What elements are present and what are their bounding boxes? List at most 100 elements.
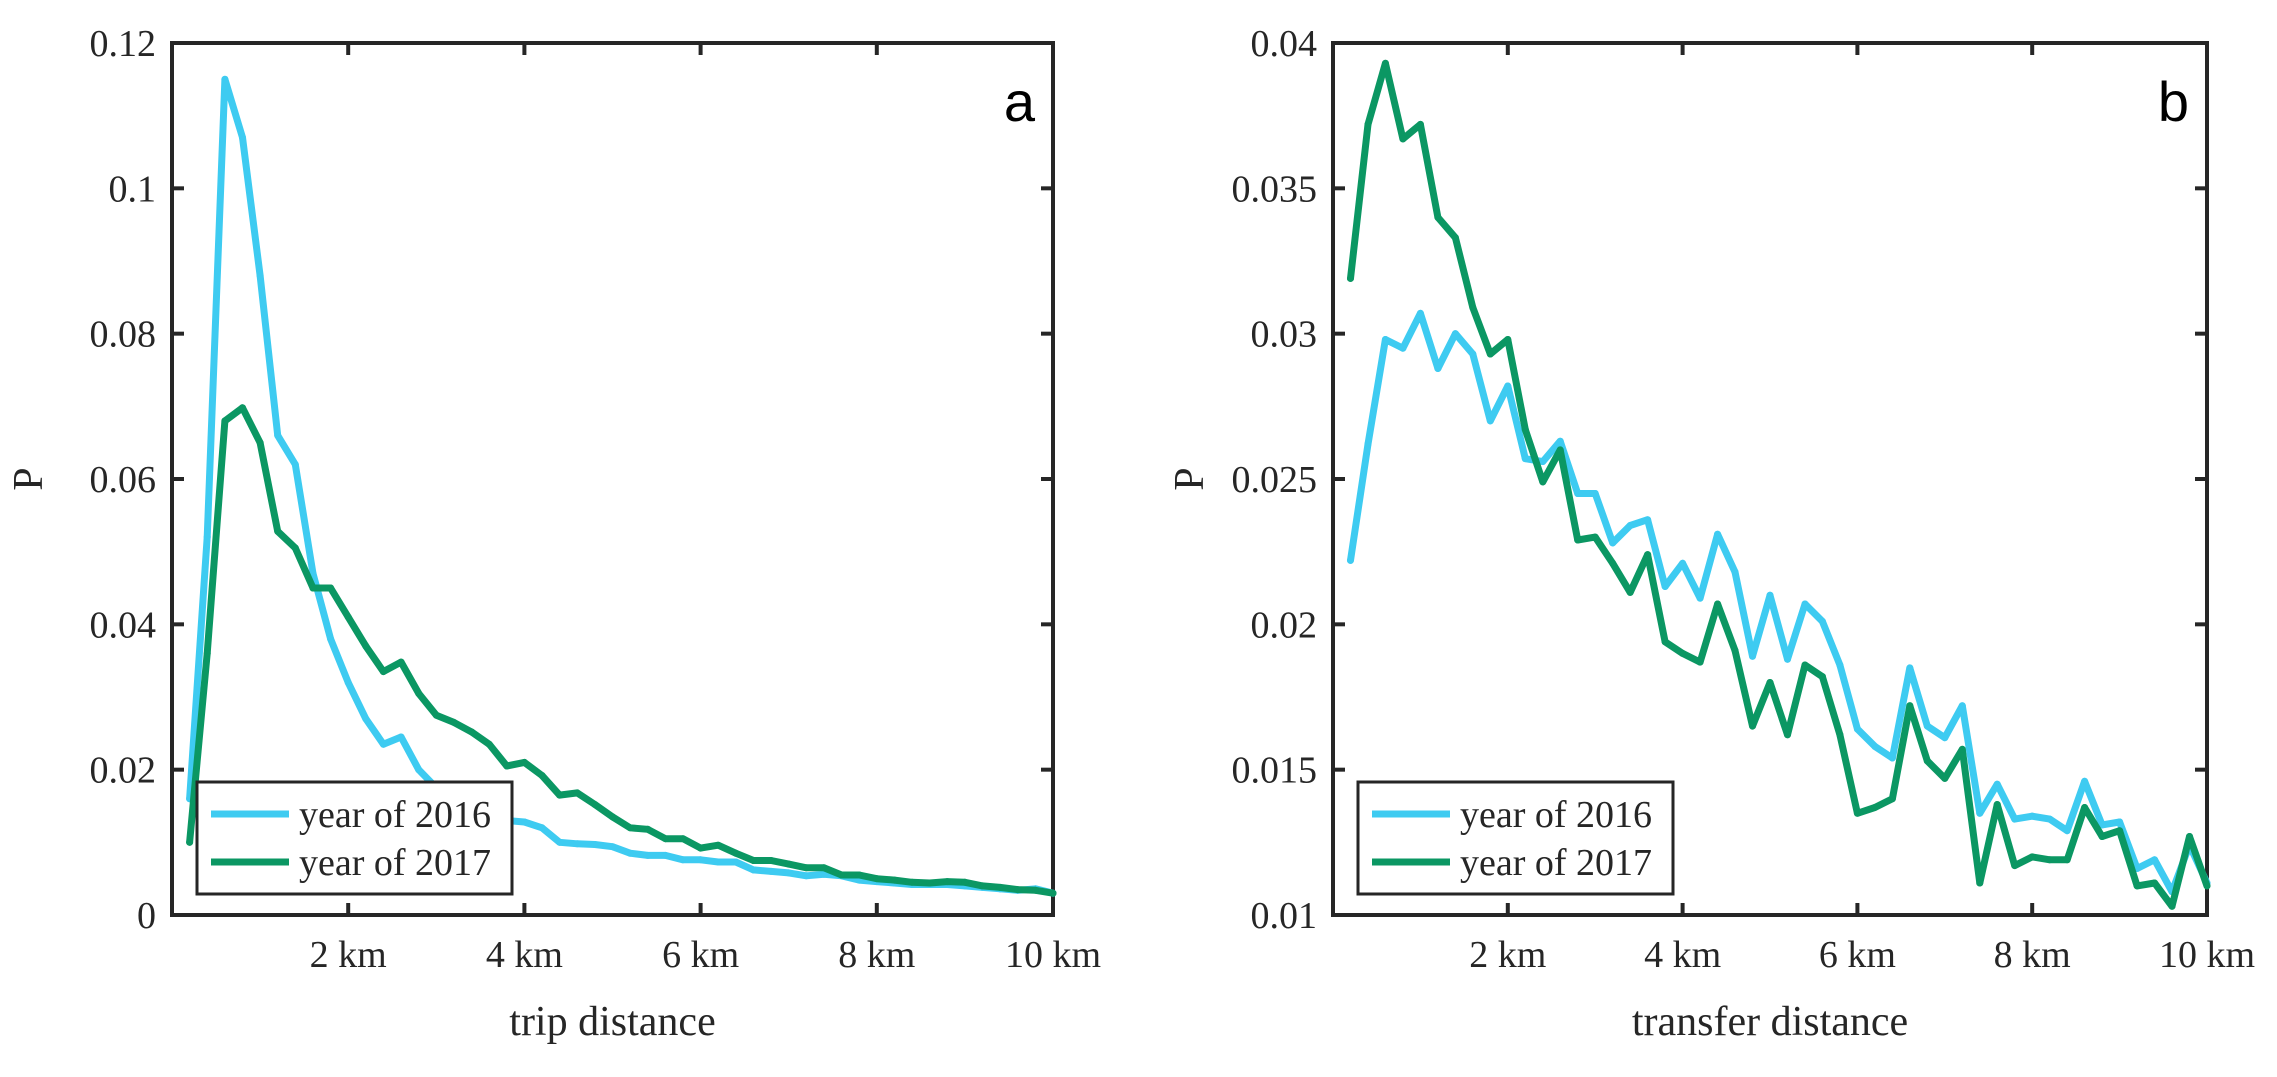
data-point — [644, 825, 652, 833]
data-point — [714, 841, 722, 849]
data-point — [1521, 426, 1529, 434]
data-point — [1923, 757, 1931, 765]
data-point — [327, 635, 335, 643]
data-point — [1871, 803, 1879, 811]
data-point — [2011, 862, 2019, 870]
data-point — [855, 871, 863, 879]
data-point — [2028, 853, 2036, 861]
data-point — [873, 875, 881, 883]
data-point — [362, 642, 370, 650]
data-point — [1486, 417, 1494, 425]
data-point — [1014, 886, 1022, 894]
data-point — [591, 801, 599, 809]
data-point — [1556, 437, 1564, 445]
y-axis-label: P — [1167, 467, 1213, 490]
data-point — [1521, 455, 1529, 463]
data-point — [1434, 365, 1442, 373]
data-point — [1888, 795, 1896, 803]
data-point — [749, 857, 757, 864]
data-point — [1993, 801, 2001, 809]
data-point — [1714, 600, 1722, 608]
series-line-2016 — [186, 75, 1057, 897]
data-point — [274, 431, 282, 439]
data-point — [890, 876, 898, 884]
data-point — [802, 864, 810, 872]
y-tick-label: 0.01 — [1251, 895, 1318, 937]
data-point — [591, 841, 599, 849]
data-point — [1976, 879, 1984, 887]
data-point — [767, 867, 775, 875]
data-point — [503, 762, 511, 770]
x-tick-label: 10 km — [1005, 934, 1101, 976]
data-point — [468, 728, 476, 736]
data-point — [573, 789, 581, 797]
data-point — [1661, 583, 1669, 591]
data-point — [1661, 638, 1669, 646]
data-point — [2098, 833, 2106, 841]
data-point — [397, 658, 405, 666]
data-point — [203, 649, 211, 657]
data-point — [556, 791, 564, 799]
data-point — [1801, 661, 1809, 669]
y-tick-label: 0.08 — [90, 314, 157, 356]
data-point — [362, 715, 370, 723]
panel-label: b — [2158, 70, 2189, 133]
data-point — [661, 851, 669, 859]
data-point — [1679, 649, 1687, 657]
data-point — [415, 766, 423, 774]
data-point — [485, 740, 493, 748]
y-tick-label: 0.02 — [90, 750, 157, 792]
data-point — [2116, 827, 2124, 835]
data-point — [2168, 902, 2176, 910]
data-point — [1539, 478, 1547, 486]
data-point — [2098, 821, 2106, 829]
data-point — [1853, 809, 1861, 817]
data-point — [1364, 120, 1372, 128]
data-point — [661, 835, 669, 843]
data-point — [1626, 522, 1634, 530]
data-point — [1609, 539, 1617, 547]
data-point — [1923, 722, 1931, 730]
legend-box — [1356, 780, 1675, 896]
data-point — [1696, 594, 1704, 602]
data-point — [1731, 646, 1739, 654]
y-axis-label: P — [6, 467, 52, 490]
data-point — [1469, 350, 1477, 358]
data-point — [291, 544, 299, 552]
data-point — [1539, 458, 1547, 466]
data-point — [2151, 879, 2159, 887]
legend-entry: year of 2017 — [299, 842, 491, 884]
data-point — [1731, 568, 1739, 576]
data-point — [344, 613, 352, 621]
data-point — [1679, 559, 1687, 567]
data-point — [2186, 833, 2194, 841]
data-point — [1644, 551, 1652, 559]
y-tick-label: 0.03 — [1251, 314, 1318, 356]
data-point — [1031, 886, 1039, 894]
data-point — [2203, 882, 2211, 890]
y-tick-label: 0.04 — [90, 604, 157, 646]
data-point — [1853, 725, 1861, 733]
data-point — [1364, 440, 1372, 448]
data-point — [2046, 815, 2054, 823]
data-point — [1766, 678, 1774, 686]
data-point — [609, 813, 616, 821]
x-tick-label: 8 km — [838, 934, 915, 976]
data-point — [344, 678, 352, 686]
data-point — [2046, 856, 2054, 864]
data-point — [1801, 600, 1809, 608]
data-point — [1626, 588, 1634, 596]
data-point — [1818, 617, 1826, 625]
data-point — [1749, 722, 1757, 730]
data-point — [538, 824, 546, 832]
data-point — [556, 838, 564, 846]
data-point — [1416, 120, 1424, 128]
y-tick-label: 0.06 — [90, 459, 157, 501]
data-point — [397, 733, 405, 741]
x-tick-label: 2 km — [1469, 934, 1546, 976]
data-point — [1416, 309, 1424, 317]
data-point — [1941, 774, 1949, 782]
data-point — [1818, 673, 1826, 681]
y-tick-label: 0.12 — [90, 23, 157, 65]
data-point — [1486, 350, 1494, 358]
